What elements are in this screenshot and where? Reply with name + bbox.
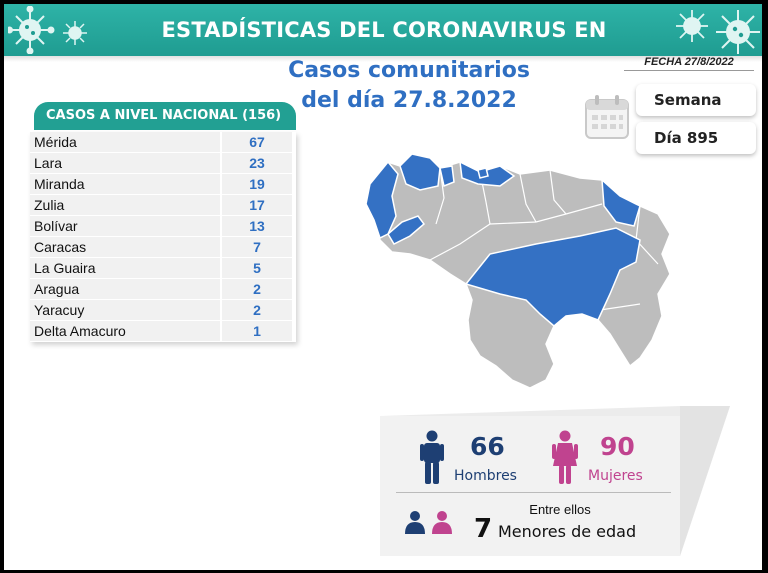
- state-name: Delta Amacuro: [30, 321, 220, 341]
- case-count: 2: [222, 279, 292, 299]
- page-title: ESTADÍSTICAS DEL CORONAVIRUS EN VENEZUEL…: [161, 18, 607, 94]
- male-label: Hombres: [454, 468, 517, 484]
- day-badge: Día 895: [636, 122, 756, 154]
- state-name: Aragua: [30, 279, 220, 299]
- female-label: Mujeres: [588, 468, 643, 484]
- case-count: 1: [222, 321, 292, 341]
- state-lara: [399, 153, 441, 191]
- case-count: 7: [222, 237, 292, 257]
- virus-icon: [63, 21, 87, 45]
- case-count: 67: [222, 132, 292, 152]
- table-row: Caracas 7: [30, 237, 296, 258]
- subtitle-line2: del día 27.8.2022: [301, 88, 517, 113]
- cases-table: CASOS A NIVEL NACIONAL (156) Mérida 67 La…: [30, 102, 296, 342]
- case-count: 19: [222, 174, 292, 194]
- state-name: La Guaira: [30, 258, 220, 278]
- state-delta-amacuro: [601, 178, 641, 227]
- state-name: Yaracuy: [30, 300, 220, 320]
- week-badge: Semana 128: [636, 84, 756, 141]
- subtitle: Casos comunitarios del día 27.8.2022: [274, 56, 544, 116]
- among-them-label: Entre ellos: [529, 502, 591, 517]
- children-icon: [405, 511, 452, 534]
- state-bolivar: [464, 227, 641, 327]
- subtitle-line1: Casos comunitarios: [288, 58, 530, 83]
- state-merida: [387, 215, 426, 245]
- table-row: Lara 23: [30, 153, 296, 174]
- date-label: FECHA 27/8/2022: [624, 56, 754, 71]
- male-count: 66: [470, 432, 505, 461]
- case-count: 23: [222, 153, 292, 173]
- state-caracas: [477, 167, 489, 179]
- divider: [396, 492, 671, 493]
- state-name: Miranda: [30, 174, 220, 194]
- table-row: Mérida 67: [30, 132, 296, 153]
- minors-count: 7: [474, 514, 493, 544]
- table-row: Miranda 19: [30, 174, 296, 195]
- banner-shadow: [4, 56, 762, 62]
- state-zulia: [365, 160, 399, 240]
- state-yaracuy: [439, 165, 455, 188]
- female-count: 90: [600, 432, 635, 461]
- state-name: Caracas: [30, 237, 220, 257]
- virus-icon: [8, 6, 55, 54]
- demographics-card: 66 Hombres 90 Mujeres Entre ellos 7 Meno…: [380, 406, 730, 556]
- state-name: Lara: [30, 153, 220, 173]
- infographic: ESTADÍSTICAS DEL CORONAVIRUS EN VENEZUEL…: [4, 4, 762, 570]
- case-count: 17: [222, 195, 292, 215]
- virus-icon: [676, 10, 708, 42]
- case-count: 13: [222, 216, 292, 236]
- table-rows: Mérida 67 Lara 23 Miranda 19 Zulia 17 Bolíva…: [30, 132, 296, 342]
- minors-label: Menores de edad: [498, 522, 637, 541]
- state-name: Mérida: [30, 132, 220, 152]
- venezuela-map: [365, 153, 671, 389]
- state-name: Bolívar: [30, 216, 220, 236]
- banner: ESTADÍSTICAS DEL CORONAVIRUS EN VENEZUEL…: [4, 4, 762, 94]
- state-name: Zulia: [30, 195, 220, 215]
- table-header: CASOS A NIVEL NACIONAL (156): [34, 102, 296, 130]
- table-row: Yaracuy 2: [30, 300, 296, 321]
- case-count: 2: [222, 300, 292, 320]
- table-row: Zulia 17: [30, 195, 296, 216]
- male-icon: [420, 430, 444, 484]
- table-row: Bolívar 13: [30, 216, 296, 237]
- table-row: La Guaira 5: [30, 258, 296, 279]
- table-row: Delta Amacuro 1: [30, 321, 296, 342]
- calendar-icon: [585, 95, 629, 139]
- table-row: Aragua 2: [30, 279, 296, 300]
- female-icon: [552, 430, 578, 484]
- case-count: 5: [222, 258, 292, 278]
- virus-icon: [716, 10, 760, 54]
